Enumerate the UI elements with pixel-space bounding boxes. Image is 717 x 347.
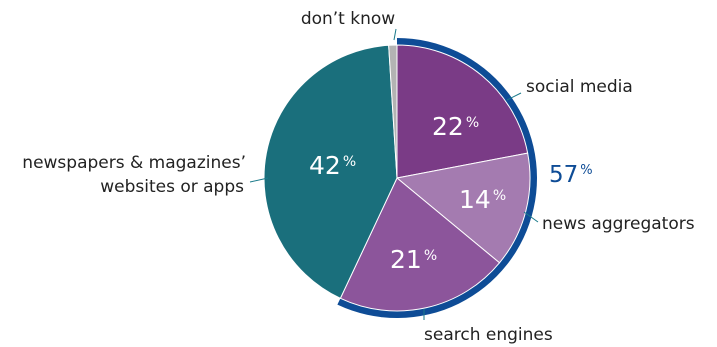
- value-label-news-aggregators: 14%: [459, 185, 506, 214]
- leader-dont-know: [393, 28, 397, 41]
- pie-slice-search-engines: [339, 177, 501, 312]
- value-label-newspapers: 42%: [309, 151, 356, 180]
- label-search-engines: search engines: [424, 325, 553, 345]
- group-total-label: 57%: [549, 162, 593, 188]
- leader-news-aggregators: [523, 211, 539, 223]
- label-newspapers-line-2: websites or apps: [100, 177, 244, 197]
- leader-social-media: [506, 92, 522, 101]
- pie-slice-news-aggregators: [395, 152, 531, 264]
- pie-slice-newspapers-magazines-websites-or-apps: [263, 44, 398, 300]
- pie-slice-don-t-know: [388, 44, 398, 179]
- value-label-search-engines: 21%: [390, 245, 437, 274]
- leader-newspapers: [249, 177, 269, 183]
- label-social-media: social media: [526, 77, 633, 97]
- value-label-social-media: 22%: [432, 112, 479, 141]
- pie-slice-social-media: [396, 44, 529, 179]
- label-dont-know: don’t know: [301, 9, 395, 29]
- pie-slices: [263, 44, 531, 312]
- label-newspapers-line-1: newspapers & magazines’: [22, 153, 246, 173]
- label-news-aggregators: news aggregators: [542, 214, 695, 234]
